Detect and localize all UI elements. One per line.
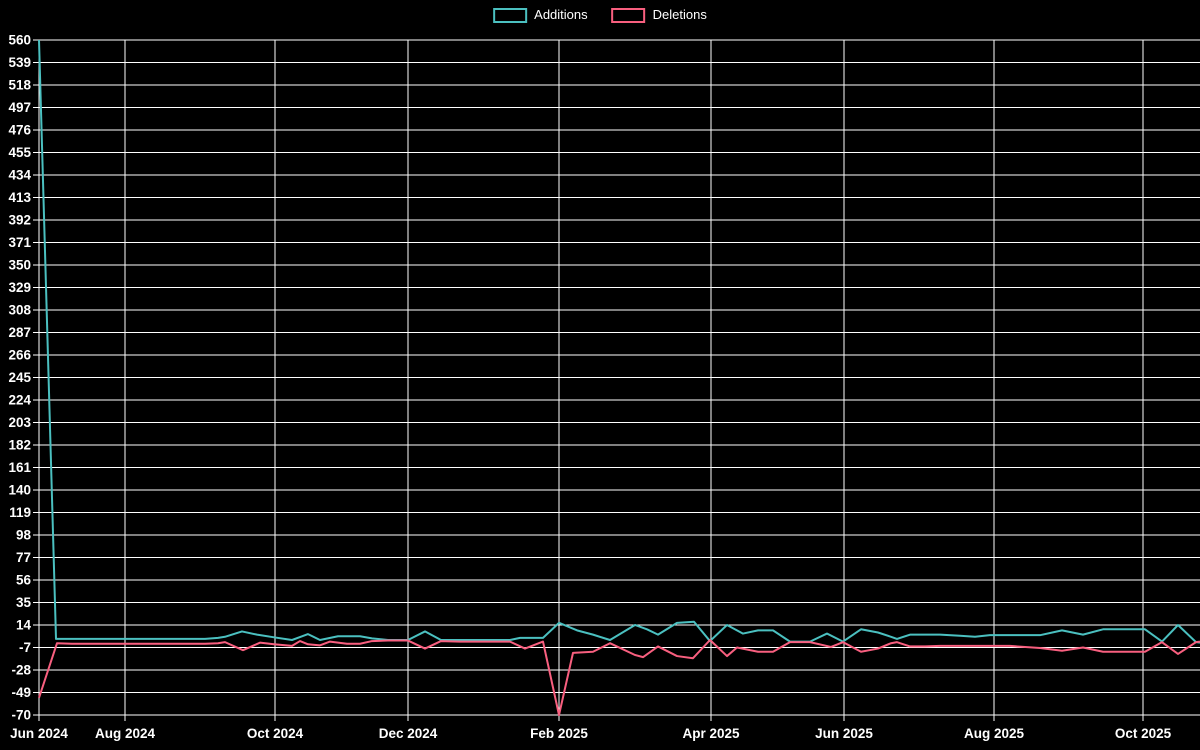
y-axis-label: 224 <box>8 393 31 408</box>
y-axis-label: 56 <box>16 573 32 588</box>
legend-item-deletions[interactable]: Deletions <box>611 7 707 23</box>
y-axis-label: 119 <box>9 505 31 520</box>
x-axis-label: Dec 2024 <box>379 726 438 741</box>
grid-lines <box>38 39 1200 716</box>
y-axis-label: 497 <box>8 100 31 115</box>
y-axis-label: 308 <box>8 303 31 318</box>
y-axis-label: 476 <box>8 123 31 138</box>
y-axis-label: 77 <box>16 550 31 565</box>
y-axis-label: 14 <box>16 618 32 633</box>
series-line-additions <box>38 39 1200 644</box>
y-axis-label: 434 <box>8 168 31 183</box>
x-axis-label: Aug 2024 <box>95 726 156 741</box>
y-axis-label: 266 <box>8 348 31 363</box>
legend-item-additions[interactable]: Additions <box>493 7 588 23</box>
y-axis-label: 203 <box>8 415 31 430</box>
x-axis-label: Jun 2024 <box>10 726 68 741</box>
x-axis-label: Oct 2024 <box>247 726 304 741</box>
legend-label-additions: Additions <box>534 7 588 22</box>
y-axis-label: 518 <box>8 78 31 93</box>
y-axis-label: 140 <box>8 483 31 498</box>
y-axis-label: 161 <box>8 460 31 475</box>
y-axis-label: -70 <box>11 708 31 723</box>
y-axis-label: 35 <box>16 595 32 610</box>
y-axis-label: 182 <box>8 438 31 453</box>
x-axis-label: Jun 2025 <box>815 726 873 741</box>
chart-legend: Additions Deletions <box>493 7 707 23</box>
axis-ticks <box>33 39 1144 721</box>
y-axis-label: 245 <box>8 370 31 385</box>
y-axis-label: 98 <box>16 528 32 543</box>
series-line-deletions <box>38 639 1200 716</box>
legend-label-deletions: Deletions <box>652 7 707 22</box>
deletions-swatch-icon <box>611 7 646 23</box>
y-axis-label: 560 <box>8 33 31 48</box>
y-axis-label: 455 <box>8 145 31 160</box>
y-axis-label: -7 <box>19 640 31 655</box>
y-axis-label: 413 <box>8 190 31 205</box>
x-axis-label: Feb 2025 <box>530 726 588 741</box>
y-axis-label: 329 <box>8 280 31 295</box>
y-axis-label: 392 <box>8 213 31 228</box>
x-axis-label: Aug 2025 <box>964 726 1025 741</box>
y-axis-label: 350 <box>8 258 31 273</box>
y-axis-label: 371 <box>8 235 31 250</box>
x-axis-label: Oct 2025 <box>1115 726 1172 741</box>
y-axis-label: -49 <box>11 685 31 700</box>
axis-labels: 560 539 518 497 476 455 434 413 392 371 350 329 308 2… <box>8 33 1171 741</box>
x-axis-label: Apr 2025 <box>682 726 740 741</box>
y-axis-label: 539 <box>8 55 31 70</box>
additions-swatch-icon <box>493 7 528 23</box>
y-axis-label: -28 <box>11 663 31 678</box>
y-axis-label: 287 <box>8 325 31 340</box>
